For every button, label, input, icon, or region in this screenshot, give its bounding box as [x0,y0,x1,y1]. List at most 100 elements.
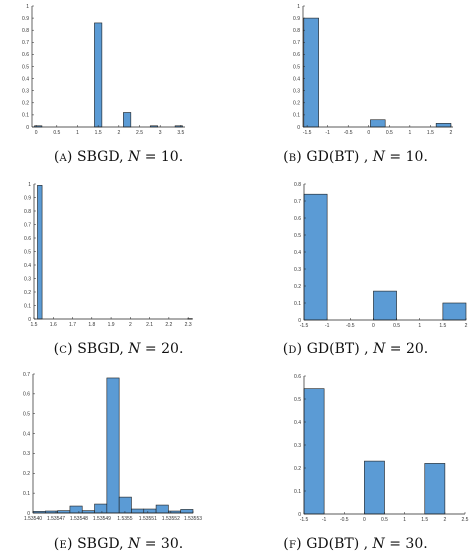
panel-d: 0 0.1 0.2 0.3 0.4 0.5 0.6 0.7 0.8 -1.5 -1 -0.5 0 0.5 1… [237,176,474,366]
caption-method: GD(BT) [306,149,360,165]
caption-method: GD(BT) [306,341,360,357]
y-tick-label: 0.1 [22,113,29,119]
bar [69,505,83,514]
caption-n-label: N [373,341,386,357]
x-tick-label: 2 [129,322,132,328]
caption-eq: = [385,341,406,357]
caption-label: (d) [282,341,303,357]
y-tick-label: 0 [28,317,31,323]
y-tick-label: 0.3 [293,89,300,95]
caption-c: (c) SBGD, N = 20. [53,341,184,357]
y-tick-label: 0.9 [24,195,31,201]
x-tick-label: -0.5 [340,517,349,523]
histogram-c: 0 0.1 0.2 0.3 0.4 0.5 0.6 0.7 0.8 0.9 1 1.5 1.6 1.7 1.… [24,182,193,328]
y-tick-label: 0.6 [23,392,30,398]
x-tick-label: 1.5 [31,322,38,328]
caption-eq: = [140,536,161,552]
y-tick-label: 0.6 [22,52,29,58]
x-tick-label: 0 [367,130,370,136]
caption-method: SBGD [77,149,120,165]
y-tick-label: 0.2 [294,466,301,472]
histogram-d: 0 0.1 0.2 0.3 0.4 0.5 0.6 0.7 0.8 -1.5 -1 -0.5 0 0.5 1… [294,182,468,329]
bar [118,496,132,514]
y-tick-label: 0.9 [293,16,300,22]
x-tick-label: 1.5 [439,323,446,329]
y-tick-label: 0 [27,511,30,517]
x-tick-label: 1.53551 [139,516,157,522]
x-tick-label: 1 [418,323,421,329]
caption-method: SBGD [77,341,120,357]
y-tick-label: 0 [26,125,29,131]
y-tick-label: 0.8 [22,28,29,34]
bar [424,463,446,515]
bar [373,290,397,321]
bar [303,17,319,128]
y-tick-label: 0.4 [22,76,29,82]
x-tick-label: 1.8 [88,322,95,328]
y-tick-label: 1 [297,4,300,10]
bar [370,119,386,128]
caption-n-label: N [128,149,141,165]
x-tick-label: 1.6 [50,322,57,328]
x-tick-label: 1.7 [69,322,76,328]
bar [37,185,43,320]
x-tick-label: 1 [408,130,411,136]
y-tick-label: 0.1 [294,489,301,495]
x-tick-label: -1 [325,130,330,136]
y-tick-label: 0.8 [24,209,31,215]
y-tick-label: 0.2 [24,290,31,296]
x-tick-label: 3 [159,130,162,136]
caption-n-value: 20 [161,341,179,357]
y-tick-label: 0.1 [293,113,300,119]
caption-d: (d) GD(BT) , N = 20. [237,341,474,357]
panel-a: 0 0.1 0.2 0.3 0.4 0.5 0.6 0.7 0.8 0.9 1 0 0.5 1 1.5 2 2.… [0,0,237,180]
y-tick-label: 0.2 [23,471,30,477]
x-tick-label: 0 [372,323,375,329]
caption-a: (a) SBGD, N = 10. [53,149,184,165]
caption-sep: , [359,149,369,165]
y-tick-label: 0.6 [24,236,31,242]
bar [442,302,467,321]
y-tick-label: 0.5 [294,397,301,403]
x-tick-label: -1 [325,323,330,329]
caption-sep: , [359,536,369,552]
y-tick-label: 0.7 [22,40,29,46]
x-tick-label: 1.53547 [47,516,65,522]
panel-f: 0 0.1 0.2 0.3 0.4 0.5 0.6 -1.5 -1 -0.5 0 0.5 1 1.5 2 2.… [237,366,474,556]
y-tick-label: 0.6 [293,52,300,58]
bar [155,504,169,514]
bar [106,377,120,514]
x-tick-label: 2.5 [136,130,143,136]
y-tick-label: 1 [26,4,29,10]
caption-suffix: . [178,149,184,165]
histogram-b: 0 0.1 0.2 0.3 0.4 0.5 0.6 0.7 0.8 0.9 1 -1.5 -1 -0.5 0… [293,4,453,136]
caption-n-label: N [128,536,141,552]
x-tick-label: 1.9 [108,322,115,328]
caption-suffix: . [423,536,428,552]
x-tick-label: 1 [403,517,406,523]
caption-suffix: . [423,149,428,165]
caption-n-label: N [128,341,141,357]
x-tick-label: -0.5 [346,323,355,329]
caption-eq: = [140,341,162,357]
caption-eq: = [140,149,161,165]
panel-e: 0 0.1 0.2 0.3 0.4 0.5 0.6 0.7 1.53540 1.53547 1.53… [0,366,237,556]
y-tick-label: 0.6 [294,216,301,222]
x-tick-label: 1.5 [427,130,434,136]
x-tick-label: -1.5 [303,130,312,136]
x-tick-label: 0 [35,130,38,136]
bar [303,388,325,515]
x-tick-label: 2 [443,517,446,523]
x-tick-label: -1.5 [300,323,309,329]
caption-sep: , [359,341,369,357]
x-tick-label: 2 [450,130,453,136]
y-tick-label: 0.1 [24,303,31,309]
x-tick-label: 1.5355 [117,516,133,522]
caption-n-value: 30 [160,536,179,552]
caption-label: (a) [53,149,73,165]
histogram-a: 0 0.1 0.2 0.3 0.4 0.5 0.6 0.7 0.8 0.9 1 0 0.5 1 1.5 2 2.… [22,4,185,136]
bar [57,510,71,514]
x-tick-label: 1.53549 [93,516,111,522]
x-tick-label: 1 [76,130,79,136]
